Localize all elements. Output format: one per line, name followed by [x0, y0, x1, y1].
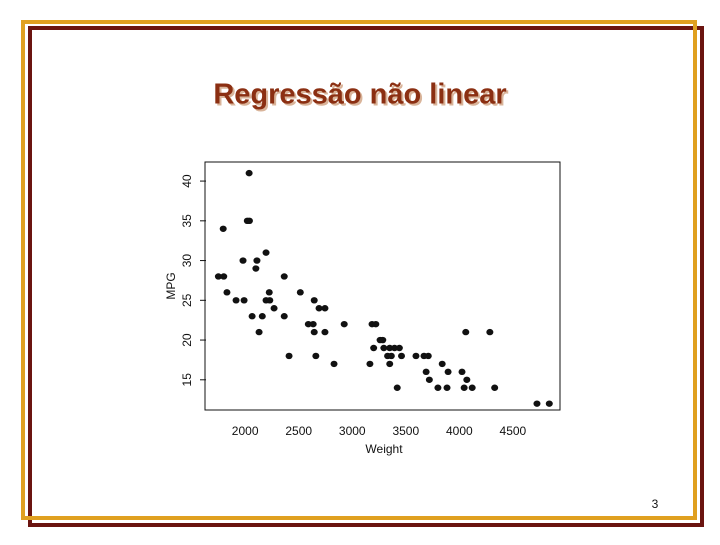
frame-outer [28, 26, 704, 527]
frame-inner [21, 20, 697, 520]
point [395, 344, 403, 352]
point [458, 368, 466, 376]
point [386, 360, 394, 368]
y-tick-label: 15 [180, 373, 194, 387]
y-tick-label: 20 [180, 333, 194, 347]
x-tick-label: 4000 [446, 424, 473, 438]
x-tick-label: 3000 [339, 424, 366, 438]
point [468, 384, 476, 391]
point [245, 217, 253, 225]
point [240, 297, 248, 304]
point [253, 257, 261, 264]
y-axis-label: MPG [164, 272, 178, 299]
point [312, 352, 320, 360]
x-tick-label: 4500 [500, 424, 527, 438]
point [425, 376, 433, 383]
x-tick-label: 3500 [392, 424, 419, 438]
point [296, 289, 304, 296]
point [438, 360, 446, 368]
point [379, 336, 387, 344]
point [412, 352, 420, 360]
point [214, 273, 222, 280]
point [262, 249, 270, 256]
point [315, 305, 323, 312]
y-tick-label: 35 [180, 214, 194, 228]
point [248, 313, 256, 320]
point [321, 305, 329, 312]
y-tick-label: 30 [180, 254, 194, 268]
point [463, 376, 471, 383]
point [219, 225, 227, 232]
point [370, 344, 378, 352]
point [321, 328, 329, 336]
point [255, 328, 263, 336]
point [444, 368, 452, 376]
point [310, 328, 318, 336]
point [386, 344, 394, 352]
point [285, 352, 293, 360]
point [393, 384, 401, 391]
x-axis-label: Weight [365, 442, 403, 456]
y-tick-label: 25 [180, 293, 194, 307]
point [545, 400, 553, 407]
point [462, 328, 470, 336]
point [265, 289, 273, 296]
point [434, 384, 442, 391]
point [340, 320, 348, 328]
point [424, 352, 432, 360]
point [460, 384, 468, 391]
point [491, 384, 499, 391]
point [270, 305, 278, 312]
chart-title: Regressão não linear [213, 79, 506, 111]
page-number: 3 [652, 497, 659, 511]
x-tick-label: 2000 [232, 424, 259, 438]
x-tick-label: 2500 [285, 424, 312, 438]
title-shadow: Regressão não linear [215, 81, 508, 113]
point [280, 273, 288, 280]
point [443, 384, 451, 391]
point [387, 352, 395, 360]
plot-box [204, 161, 561, 411]
point [380, 344, 388, 352]
point [232, 297, 240, 304]
point [245, 169, 253, 177]
point [266, 297, 274, 304]
point [366, 360, 374, 368]
point [223, 289, 231, 296]
point [304, 320, 312, 328]
point [309, 320, 317, 328]
point [486, 328, 494, 336]
point [533, 400, 541, 407]
point [330, 360, 338, 368]
point [391, 344, 399, 352]
point [280, 313, 288, 320]
point [220, 273, 228, 280]
point [310, 297, 318, 304]
point [422, 368, 430, 376]
point [239, 257, 247, 264]
point [252, 265, 260, 272]
point [398, 352, 406, 360]
y-tick-label: 40 [180, 174, 194, 188]
point [258, 313, 266, 320]
point [372, 320, 380, 328]
